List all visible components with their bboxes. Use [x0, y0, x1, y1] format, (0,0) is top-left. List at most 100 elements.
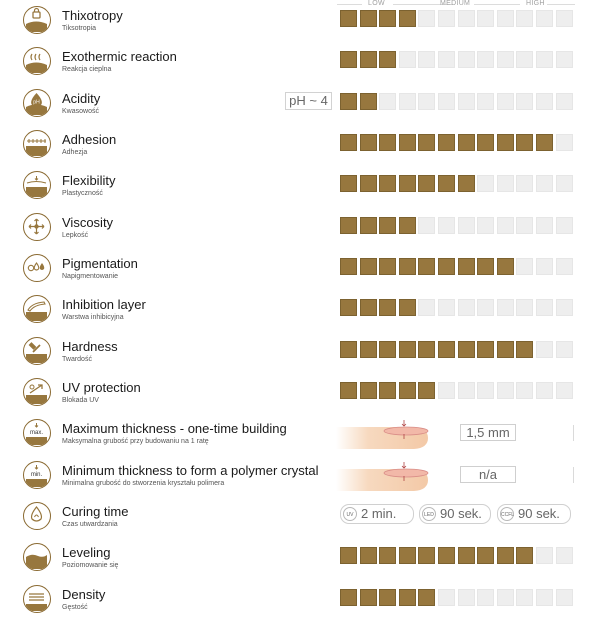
- level-square-filled: [398, 10, 416, 27]
- level-square-empty: [516, 589, 534, 606]
- level-square-filled: [379, 258, 397, 275]
- level-square-empty: [438, 382, 455, 399]
- curing-icon: [23, 502, 51, 530]
- curing-time-value: 90 sek.: [440, 506, 482, 521]
- thixotropy-icon: [23, 6, 51, 34]
- property-row: pH Acidity Kwasowość pH ~ 4: [0, 83, 591, 124]
- property-subtitle: Czas utwardzania: [62, 521, 118, 528]
- level-bar: [340, 217, 575, 235]
- level-square-empty: [457, 10, 475, 27]
- level-bar: [340, 93, 575, 111]
- level-square-empty: [555, 299, 573, 316]
- level-square-filled: [359, 589, 377, 606]
- curing-time-value: 90 sek.: [518, 506, 560, 521]
- level-square-empty: [555, 547, 573, 564]
- adhesion-icon: [23, 130, 51, 158]
- level-square-empty: [496, 382, 514, 399]
- level-square-filled: [340, 382, 357, 399]
- level-square-filled: [379, 589, 397, 606]
- level-square-empty: [496, 175, 514, 192]
- level-square-filled: [398, 299, 416, 316]
- level-square-empty: [555, 258, 573, 275]
- level-bar: [340, 589, 575, 607]
- property-name: Density: [62, 587, 106, 602]
- curing-time-value: 2 min.: [361, 506, 397, 521]
- lamp-icon: LED: [422, 507, 436, 521]
- level-square-filled: [536, 134, 553, 151]
- level-square-empty: [536, 51, 553, 68]
- level-square-filled: [379, 175, 397, 192]
- level-square-empty: [457, 93, 475, 110]
- level-square-filled: [418, 258, 436, 275]
- level-square-empty: [418, 217, 436, 234]
- level-square-filled: [359, 299, 377, 316]
- level-square-empty: [536, 258, 553, 275]
- nail-diagram: [336, 419, 432, 451]
- level-square-empty: [496, 299, 514, 316]
- level-square-filled: [516, 341, 534, 358]
- level-square-empty: [496, 51, 514, 68]
- scale-medium-label: MEDIUM: [440, 0, 471, 7]
- level-square-filled: [418, 134, 436, 151]
- property-subtitle: Adhezja: [62, 149, 88, 156]
- level-square-empty: [379, 93, 397, 110]
- level-square-empty: [536, 175, 553, 192]
- level-scale-header: LOW MEDIUM HIGH: [337, 0, 575, 8]
- level-square-empty: [516, 51, 534, 68]
- property-row: min. Minimum thickness to form a polymer …: [0, 455, 591, 496]
- property-row: UV protection Blokada UV: [0, 372, 591, 413]
- level-square-filled: [340, 341, 357, 358]
- property-name: Leveling: [62, 545, 111, 560]
- level-bar: [340, 341, 575, 359]
- level-square-filled: [438, 175, 455, 192]
- leveling-icon: [23, 543, 51, 571]
- level-square-empty: [418, 93, 436, 110]
- property-subtitle: Reakcja cieplna: [62, 66, 112, 73]
- level-square-empty: [536, 217, 553, 234]
- level-square-empty: [457, 51, 475, 68]
- hammer-icon: [23, 337, 51, 365]
- level-square-filled: [359, 341, 377, 358]
- level-square-filled: [340, 258, 357, 275]
- level-square-empty: [457, 299, 475, 316]
- level-square-empty: [555, 217, 573, 234]
- level-square-empty: [516, 217, 534, 234]
- flexibility-icon: [23, 171, 51, 199]
- level-square-filled: [438, 258, 455, 275]
- scale-low-label: LOW: [368, 0, 385, 7]
- level-square-filled: [398, 341, 416, 358]
- level-square-empty: [516, 10, 534, 27]
- level-square-filled: [359, 93, 377, 110]
- thickness-value: 1,5 mm: [460, 424, 516, 441]
- level-square-filled: [418, 547, 436, 564]
- min-thickness-icon: min.: [23, 461, 51, 489]
- property-subtitle: Maksymalna grubość przy budowaniu na 1 r…: [62, 438, 209, 445]
- property-name: Flexibility: [62, 173, 116, 188]
- level-square-empty: [438, 10, 455, 27]
- level-square-filled: [457, 175, 475, 192]
- divider: [573, 467, 574, 483]
- level-square-filled: [457, 341, 475, 358]
- lamp-icon: UV: [343, 507, 357, 521]
- property-subtitle: Warstwa inhibicyjna: [62, 314, 124, 321]
- property-subtitle: Napigmentowanie: [62, 273, 119, 280]
- level-square-empty: [555, 589, 573, 606]
- level-square-empty: [438, 299, 455, 316]
- property-row: Hardness Twardość: [0, 331, 591, 372]
- property-subtitle: Minimalna grubość do stworzenia kryształ…: [62, 480, 225, 487]
- level-square-empty: [555, 93, 573, 110]
- property-row: Leveling Poziomowanie się: [0, 537, 591, 578]
- level-square-empty: [536, 93, 553, 110]
- level-square-filled: [359, 382, 377, 399]
- ph-badge: pH ~ 4: [285, 92, 332, 110]
- level-square-filled: [516, 134, 534, 151]
- level-square-empty: [516, 175, 534, 192]
- level-square-filled: [457, 547, 475, 564]
- property-subtitle: Tiksotropia: [62, 25, 96, 32]
- level-square-empty: [418, 299, 436, 316]
- level-square-filled: [477, 341, 495, 358]
- property-row: Inhibition layer Warstwa inhibicyjna: [0, 289, 591, 330]
- level-square-empty: [477, 10, 495, 27]
- level-square-empty: [438, 217, 455, 234]
- level-square-empty: [438, 51, 455, 68]
